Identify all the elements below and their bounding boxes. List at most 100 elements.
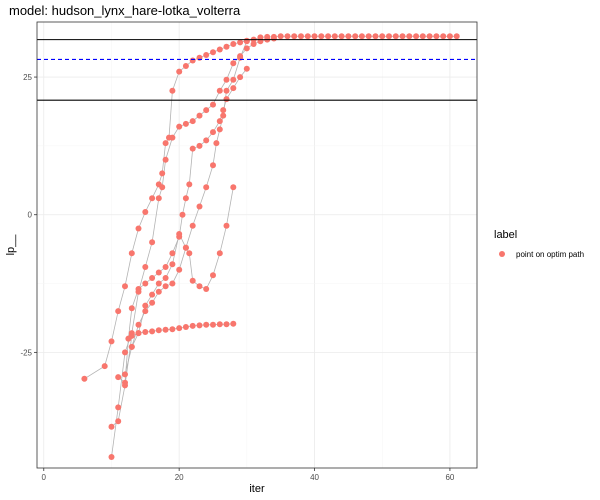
optim-point (216, 87, 223, 94)
optim-point (216, 321, 223, 328)
optim-point (101, 363, 108, 370)
optim-point (189, 322, 196, 329)
optim-point (419, 33, 426, 40)
optim-point (155, 195, 162, 202)
optim-point (128, 250, 135, 257)
optim-point (186, 250, 193, 257)
optim-point (210, 129, 216, 136)
optim-point (186, 181, 193, 188)
optim-point (230, 60, 237, 67)
legend-title: label (494, 229, 517, 241)
optim-point (203, 52, 210, 58)
optim-point (122, 371, 128, 378)
optim-point (169, 326, 176, 333)
optim-point (196, 112, 203, 119)
x-axis-title: iter (249, 483, 265, 495)
y-tick-label: 0 (28, 211, 33, 220)
optim-point (223, 87, 230, 94)
plot-area: 0 20 40 60 -25 0 25 (20, 21, 478, 482)
optim-point (142, 209, 149, 215)
optim-point (210, 272, 216, 279)
optim-point (189, 145, 196, 152)
optim-point (210, 49, 216, 56)
optim-point (149, 299, 156, 306)
optim-point (149, 239, 156, 246)
optim-point (142, 302, 149, 309)
optim-point (115, 374, 122, 381)
optim-point (155, 327, 162, 334)
optim-point (135, 330, 142, 337)
optim-point (216, 126, 223, 133)
optim-point (413, 33, 420, 40)
optim-point (142, 280, 149, 287)
optim-point (203, 137, 210, 144)
optim-point (115, 418, 122, 425)
optim-point (223, 43, 230, 50)
optim-point (230, 85, 237, 92)
optim-point (189, 57, 196, 64)
optim-point (179, 211, 186, 218)
x-tick-label: 60 (445, 473, 454, 482)
optim-point (135, 286, 142, 292)
optim-point (125, 335, 132, 342)
optim-point (406, 33, 413, 40)
optim-point (379, 33, 386, 40)
optim-point (196, 322, 203, 329)
optim-point (230, 320, 237, 327)
optim-point (169, 87, 176, 94)
optim-point (365, 33, 372, 40)
optim-point (162, 326, 169, 333)
optim-point (216, 250, 223, 257)
optim-point (142, 264, 149, 270)
optim-point (169, 134, 176, 141)
optim-point (108, 423, 115, 430)
plot-panel (37, 22, 477, 468)
panel-border (36, 21, 478, 469)
optim-point (122, 283, 128, 290)
optim-point (358, 33, 365, 40)
optim-point (325, 33, 332, 40)
optim-point (284, 33, 291, 40)
optim-point (270, 35, 277, 42)
optim-point (196, 142, 203, 149)
optim-point (440, 33, 447, 40)
optim-point (176, 231, 183, 237)
optim-point (128, 305, 135, 312)
optim-point (216, 118, 223, 125)
optim-point (210, 321, 216, 328)
optim-point (216, 46, 223, 53)
optim-point (155, 269, 162, 276)
optim-point (162, 140, 169, 147)
y-tick-label: 25 (23, 73, 32, 82)
optim-point (237, 74, 244, 81)
optim-point (189, 222, 196, 229)
optim-point (189, 118, 196, 125)
optim-point (149, 275, 156, 281)
optim-point (345, 33, 352, 40)
optim-point (223, 321, 230, 328)
optim-point (128, 343, 135, 350)
optim-point (182, 244, 189, 251)
optim-point (453, 33, 460, 40)
optim-point (237, 39, 244, 46)
optim-point (155, 288, 162, 295)
optim-point (203, 286, 210, 292)
legend-key-point (499, 251, 505, 257)
optim-point (122, 379, 128, 386)
optim-point (210, 162, 216, 169)
optim-point (162, 283, 169, 290)
optim-point (176, 266, 183, 273)
optim-point (176, 325, 183, 332)
optim-point (446, 33, 453, 40)
optim-point (149, 328, 156, 335)
optim-point (196, 203, 203, 210)
optim-point (182, 120, 189, 127)
optim-point (203, 107, 210, 114)
optim-point (176, 68, 183, 75)
optim-point (230, 76, 237, 83)
optim-point (142, 308, 149, 315)
optim-point (223, 96, 230, 103)
optim-point (277, 33, 284, 40)
